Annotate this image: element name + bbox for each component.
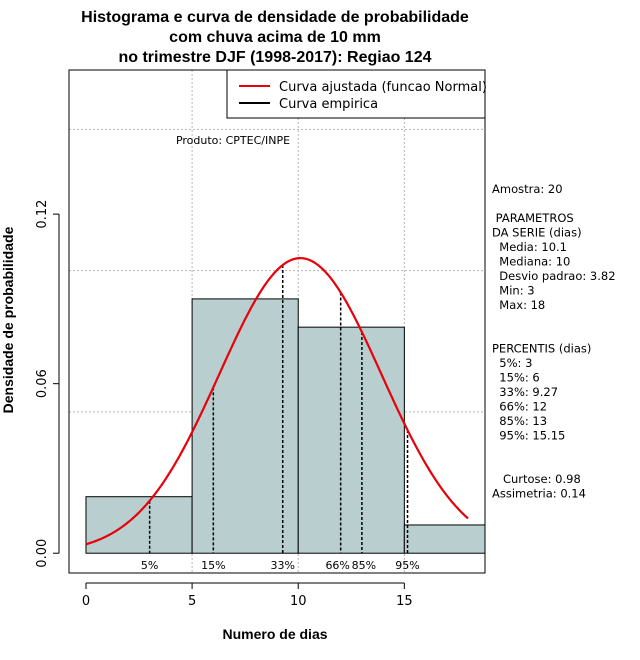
legend-box bbox=[226, 69, 486, 119]
producer-credit: Produto: CPTEC/INPE bbox=[176, 134, 290, 147]
stats-line: 5%: 3 bbox=[492, 356, 532, 370]
percentile-markers: 5% 15% 33% 66% 85% 95% bbox=[141, 264, 420, 572]
percentile-label-85: 85% bbox=[352, 559, 376, 572]
stats-line: 66%: 12 bbox=[492, 400, 547, 414]
percentile-label-66: 66% bbox=[325, 559, 349, 572]
y-axis-label: Densidade de probabilidade bbox=[0, 226, 16, 413]
y-tick-label: 0.00 bbox=[35, 539, 50, 568]
histogram-bar-2 bbox=[191, 298, 299, 554]
x-tick-label: 15 bbox=[396, 594, 413, 609]
title-line-2: com chuva acima de 10 mm bbox=[169, 29, 381, 46]
title-line-1: Histograma e curva de densidade de proba… bbox=[81, 9, 469, 26]
axes: 0 5 10 15 0.00 0.06 0.12 bbox=[35, 200, 413, 609]
stats-line: Amostra: 20 bbox=[492, 182, 563, 196]
legend: Curva ajustada (funcao Normal) Curva empi… bbox=[226, 69, 487, 119]
stats-line: 85%: 13 bbox=[492, 414, 547, 428]
histogram-bar-4 bbox=[403, 524, 486, 554]
stats-line: 95%: 15.15 bbox=[492, 429, 565, 443]
percentile-label-33: 33% bbox=[271, 559, 295, 572]
histogram-bar-3 bbox=[297, 326, 405, 554]
chart-title: Histograma e curva de densidade de proba… bbox=[81, 9, 469, 66]
y-tick-label: 0.12 bbox=[35, 200, 50, 229]
x-axis-label: Numero de dias bbox=[222, 626, 327, 642]
normal-curve-layer bbox=[85, 257, 469, 546]
percentile-label-95: 95% bbox=[395, 559, 419, 572]
stats-line: 15%: 6 bbox=[492, 371, 540, 385]
normal-curve bbox=[85, 257, 469, 546]
stats-line: 33%: 9.27 bbox=[492, 385, 558, 399]
stats-line: PERCENTIS (dias) bbox=[492, 342, 591, 356]
histogram-bar-1 bbox=[85, 496, 193, 554]
stats-line: Media: 10.1 bbox=[492, 240, 567, 254]
percentile-label-5: 5% bbox=[141, 559, 158, 572]
legend-label-2: Curva empirica bbox=[279, 97, 378, 112]
stats-line: Mediana: 10 bbox=[492, 255, 570, 269]
title-line-3: no trimestre DJF (1998-2017): Regiao 124 bbox=[118, 49, 431, 66]
stats-line: Max: 18 bbox=[492, 298, 545, 312]
stats-line: DA SERIE (dias) bbox=[492, 226, 582, 240]
x-tick-label: 0 bbox=[82, 594, 90, 609]
x-tick-label: 10 bbox=[290, 594, 307, 609]
histogram-bars bbox=[85, 298, 486, 554]
x-tick-label: 5 bbox=[188, 594, 196, 609]
legend-label-1: Curva ajustada (funcao Normal) bbox=[279, 80, 487, 95]
stats-line: PARAMETROS bbox=[492, 211, 574, 225]
stats-line: Curtose: 0.98 bbox=[492, 472, 581, 486]
percentile-label-15: 15% bbox=[201, 559, 225, 572]
stats-line: Desvio padrao: 3.82 bbox=[492, 269, 616, 283]
stats-line: Min: 3 bbox=[492, 284, 535, 298]
stats-line: Assimetria: 0.14 bbox=[492, 487, 586, 501]
y-tick-label: 0.06 bbox=[35, 369, 50, 398]
